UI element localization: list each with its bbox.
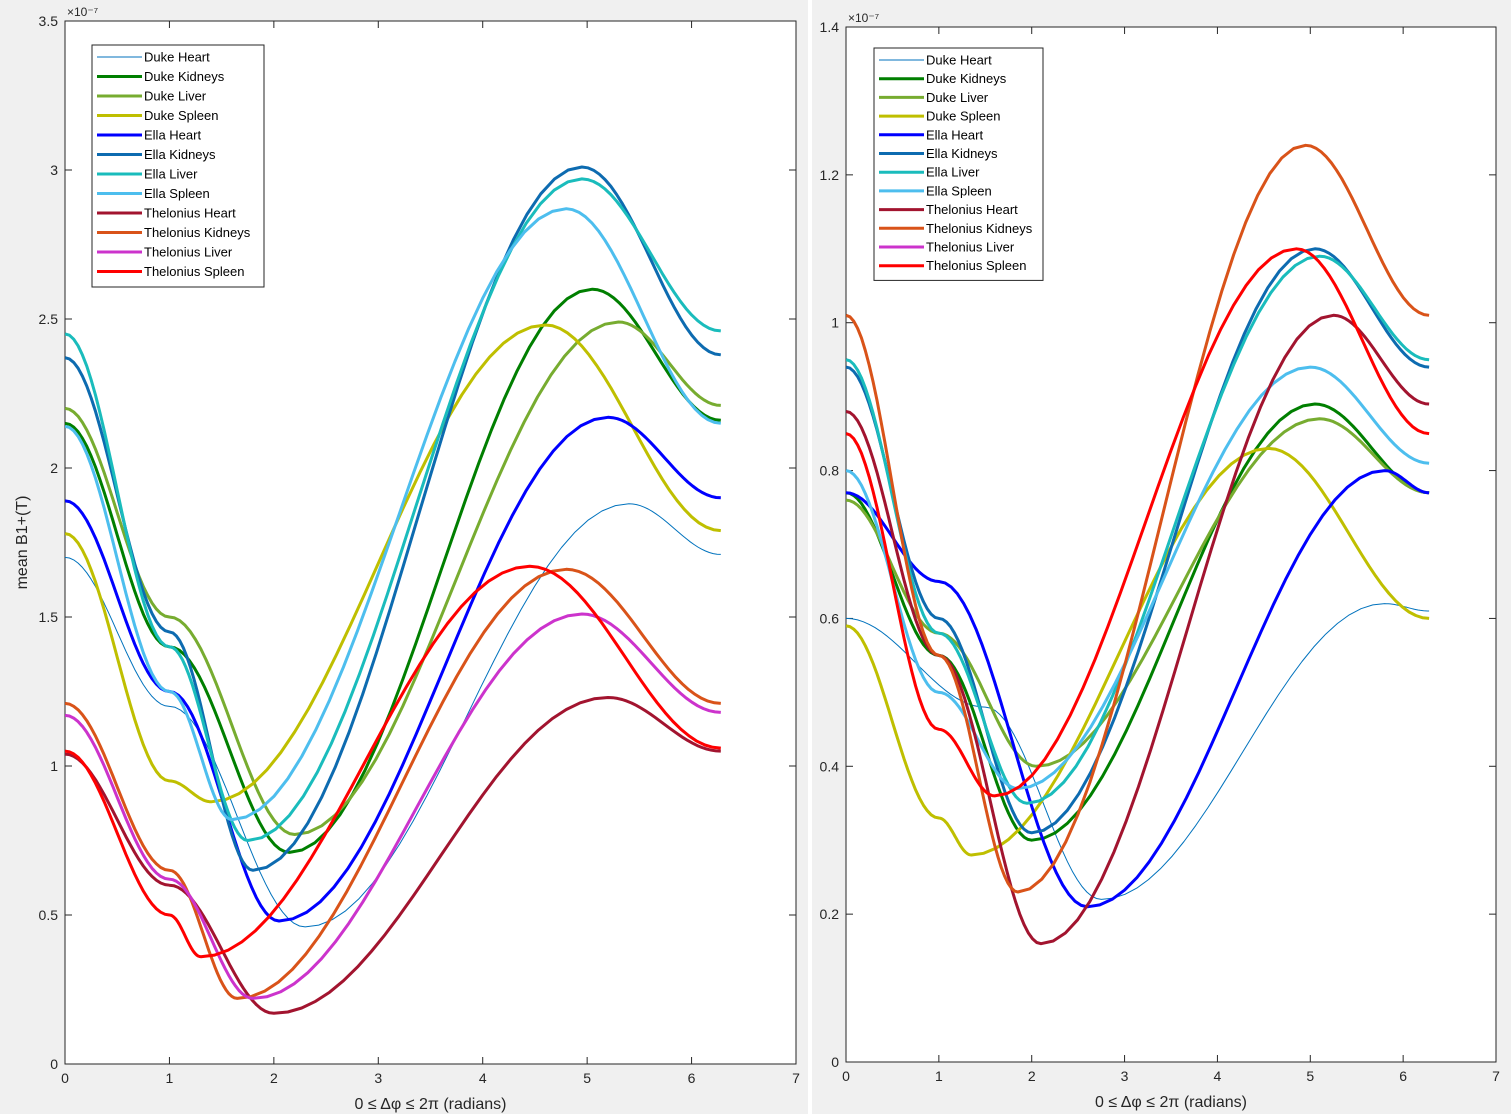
y-tick-label: 1.5 — [39, 609, 59, 625]
series-line-thelonius-kidneys — [65, 567, 721, 1000]
y-tick-label: 0 — [831, 1054, 839, 1070]
legend-entry: Thelonius Kidneys — [926, 221, 1033, 236]
legend-entry: Duke Liver — [144, 89, 207, 104]
legend-entry: Duke Heart — [144, 50, 210, 65]
right-chart: 0 1 2 3 4 5 6 7 0 0.2 0.4 0.6 0.8 1 1.2 1.4 ×10⁻⁷ 0 ≤ Δφ … — [820, 11, 1501, 1111]
series-line-duke-kidneys — [846, 402, 1430, 842]
legend-entry: Thelonius Kidneys — [144, 225, 251, 240]
x-tick-label: 4 — [479, 1070, 487, 1086]
legend-entry: Duke Spleen — [926, 109, 1000, 124]
series-line-thelonius-heart — [65, 696, 721, 1015]
y-tick-label: 0.6 — [820, 610, 840, 626]
x-tick-label: 3 — [1121, 1068, 1129, 1084]
x-tick-label: 2 — [270, 1070, 278, 1086]
legend-entry: Ella Liver — [926, 165, 980, 180]
y-tick-label: 0.4 — [820, 758, 840, 774]
legend-box — [91, 44, 265, 288]
x-tick-label: 2 — [1028, 1068, 1036, 1084]
legend-entry: Ella Heart — [144, 128, 201, 143]
y-tick-label: 1 — [50, 758, 58, 774]
y-exponent-label: ×10⁻⁷ — [848, 11, 879, 25]
legend-entry: Thelonius Heart — [926, 202, 1018, 217]
x-tick-label: 5 — [583, 1070, 591, 1086]
y-tick-label: 1 — [831, 315, 839, 331]
legend-entry: Thelonius Spleen — [926, 258, 1026, 273]
y-tick-label: 0 — [50, 1056, 58, 1072]
x-axis-label: 0 ≤ Δφ ≤ 2π (radians) — [1095, 1094, 1247, 1111]
legend: Duke Heart Duke Kidneys Duke Liver Duke Spl… — [873, 47, 1044, 281]
x-tick-label: 3 — [374, 1070, 382, 1086]
y-axis-label: mean B1+(T) — [14, 496, 31, 590]
y-tick-label: 1.4 — [820, 19, 840, 35]
series-line-duke-spleen — [846, 446, 1430, 857]
legend-entry: Duke Heart — [926, 53, 992, 68]
series-line-thelonius-spleen — [65, 564, 721, 959]
legend-entry: Ella Spleen — [144, 186, 210, 201]
y-tick-label: 1.2 — [820, 167, 840, 183]
x-tick-label: 5 — [1306, 1068, 1314, 1084]
series-line-ella-spleen — [65, 207, 722, 822]
legend-entry: Duke Liver — [926, 90, 989, 105]
series-line-duke-liver — [846, 417, 1430, 768]
left-chart: 0 1 2 3 4 5 6 7 0 0.5 1 1.5 2 2.5 3 3.5 ×10⁻⁷ 0 ≤ Δφ ≤ 2π… — [14, 5, 800, 1113]
y-tick-label: 2 — [50, 460, 58, 476]
legend-entry: Ella Heart — [926, 127, 983, 142]
x-tick-label: 6 — [1399, 1068, 1407, 1084]
y-tick-label: 0.5 — [39, 907, 59, 923]
series-line-duke-spleen — [65, 323, 721, 804]
series-line-ella-liver — [65, 177, 721, 842]
x-tick-label: 7 — [792, 1070, 800, 1086]
series-line-duke-heart — [65, 503, 721, 928]
x-tick-label: 1 — [935, 1068, 943, 1084]
y-tick-label: 0.8 — [820, 463, 840, 479]
legend-entry: Thelonius Spleen — [144, 264, 244, 279]
series-line-duke-kidneys — [65, 287, 721, 854]
y-exponent-label: ×10⁻⁷ — [67, 5, 98, 19]
y-tick-label: 3.5 — [39, 13, 59, 29]
series-group — [65, 165, 722, 1015]
legend-entry: Thelonius Heart — [144, 206, 236, 221]
legend-entry: Ella Liver — [144, 167, 198, 182]
x-axis-label: 0 ≤ Δφ ≤ 2π (radians) — [355, 1096, 507, 1113]
legend-entry: Duke Spleen — [144, 108, 218, 123]
legend-entry: Thelonius Liver — [926, 240, 1015, 255]
series-line-ella-heart — [65, 415, 721, 923]
series-line-thelonius-heart — [846, 313, 1430, 946]
legend-box — [873, 47, 1044, 281]
x-tick-label: 0 — [61, 1070, 69, 1086]
x-tick-label: 6 — [688, 1070, 696, 1086]
legend-entry: Ella Kidneys — [926, 146, 998, 161]
x-tick-label: 7 — [1492, 1068, 1500, 1084]
series-line-thelonius-spleen — [846, 247, 1430, 798]
x-tick-label: 1 — [166, 1070, 174, 1086]
series-line-thelonius-liver — [65, 612, 721, 1000]
x-tick-label: 4 — [1214, 1068, 1222, 1084]
y-tick-label: 3 — [50, 162, 58, 178]
legend-entry: Thelonius Liver — [144, 245, 233, 260]
x-tick-label: 0 — [842, 1068, 850, 1084]
y-tick-label: 2.5 — [39, 311, 59, 327]
series-line-thelonius-kidneys — [846, 143, 1430, 894]
legend-entry: Duke Kidneys — [144, 69, 225, 84]
legend-entry: Ella Kidneys — [144, 147, 216, 162]
y-tick-label: 0.2 — [820, 906, 840, 922]
series-group — [846, 143, 1430, 946]
legend: Duke Heart Duke Kidneys Duke Liver Duke Spl… — [91, 44, 265, 288]
legend-entry: Duke Kidneys — [926, 71, 1007, 86]
legend-entry: Ella Spleen — [926, 183, 992, 198]
